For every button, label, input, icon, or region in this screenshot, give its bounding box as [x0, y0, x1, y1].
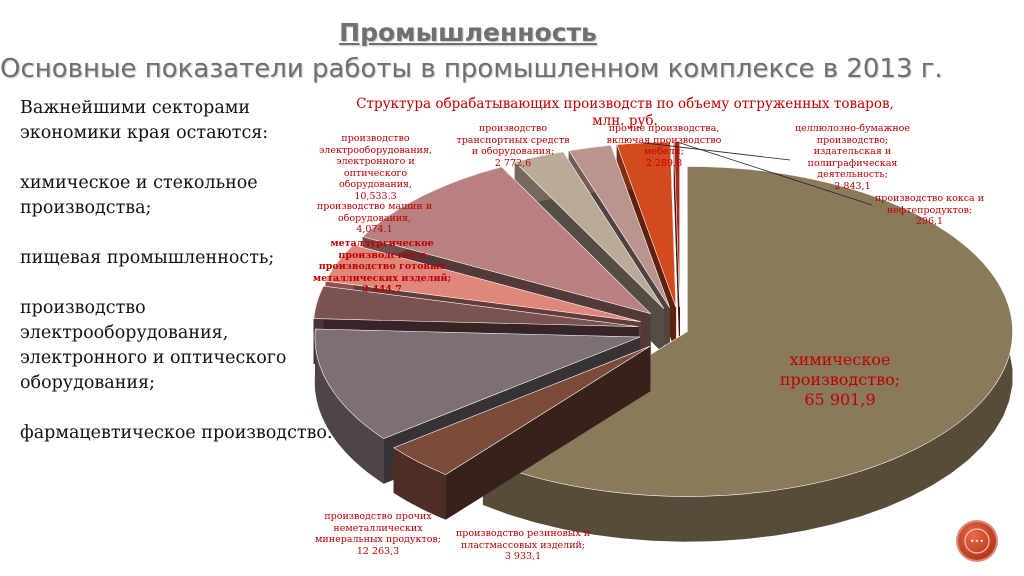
slice-label-coke: производство кокса и нефтепродуктов; 296,…: [874, 193, 985, 227]
slice-label-paper: целлюлозно-бумажное производство; издате…: [794, 123, 911, 192]
slice-label-machinery: производство машин и оборудования, 4,074.…: [316, 201, 433, 235]
circle-nav-icon: •••: [964, 528, 990, 554]
slice-top: [313, 285, 639, 327]
intro-paragraph: химическое и стекольное производства;: [20, 173, 258, 218]
page-subtitle: Основные показатели работы в промышленно…: [0, 54, 943, 84]
intro-paragraph: пищевая промышленность;: [20, 248, 275, 268]
slice-label-rubber: производство резиновых и пластмассовых и…: [455, 528, 591, 562]
svg-text:•••: •••: [970, 537, 984, 546]
slice-top: [362, 166, 652, 315]
intro-paragraph: производство электрооборудования, электр…: [20, 298, 287, 393]
slice-top: [325, 244, 641, 323]
slice-label-transport: производство транспортных средств и обор…: [456, 123, 570, 169]
slice-label-nonmetal: производство прочих неметаллических мине…: [315, 511, 441, 557]
intro-text: Важнейшими секторами экономики края оста…: [20, 96, 350, 446]
intro-paragraph: фармацевтическое производство.: [20, 423, 333, 443]
page-title: Промышленность: [339, 18, 597, 47]
slice-label-other: прочие производства, включая производств…: [606, 123, 722, 169]
intro-paragraph: Важнейшими секторами экономики края оста…: [20, 98, 269, 143]
nav-button[interactable]: •••: [958, 522, 996, 560]
slice-label-metallurgy: металлургическое производство и производ…: [312, 238, 452, 295]
slice-top: [314, 328, 641, 439]
chart-title: Структура обрабатывающих производств по …: [356, 96, 894, 129]
slice-top: [514, 151, 665, 309]
slice-top: [393, 345, 651, 475]
leader-line: [643, 142, 791, 161]
slice-top: [673, 141, 680, 307]
leader-line: [676, 141, 873, 206]
slice-top: [482, 166, 1013, 497]
slice-label-chemical: химическое производство; 65 901,9: [779, 350, 901, 409]
slice-top: [568, 145, 670, 308]
slice-top: [616, 141, 677, 308]
slice-label-electrical: производство электрооборудования, электр…: [318, 133, 433, 202]
pie-slice-rubber: [393, 345, 651, 520]
